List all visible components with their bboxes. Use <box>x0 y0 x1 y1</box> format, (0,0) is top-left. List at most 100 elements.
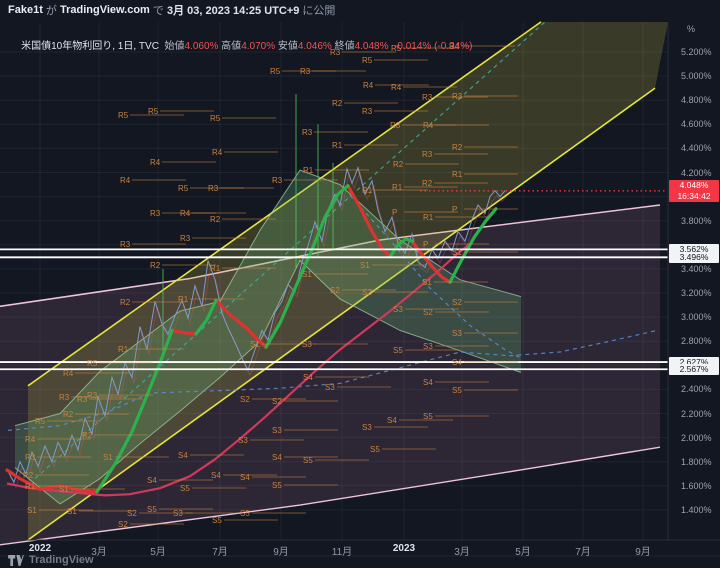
pivot-label: R4 <box>449 42 460 51</box>
publish-particle: で <box>149 5 167 17</box>
cloud-upper-line <box>14 169 522 427</box>
publish-particle: に公開 <box>299 5 336 17</box>
pivot-label: R1 <box>332 141 343 150</box>
pivot-label: R3 <box>302 128 313 137</box>
pivot-label: S3 <box>325 383 335 392</box>
pivot-label: R5 <box>178 184 189 193</box>
pivot-label: R3 <box>77 395 88 404</box>
open-value: 4.060% <box>184 41 219 52</box>
pivot-label: S1 <box>27 506 37 515</box>
pivot-label: S1 <box>452 248 462 257</box>
pivot-label: S5 <box>303 456 313 465</box>
pivot-label: S2 <box>452 298 462 307</box>
pivot-label: S5 <box>393 346 403 355</box>
cloud-lower-line <box>14 259 522 505</box>
pivot-label: S5 <box>272 481 282 490</box>
fast-ma-green-segment <box>194 298 218 336</box>
pivot-label: R5 <box>270 67 281 76</box>
change-value: -0.014% (-0.34%) <box>388 41 473 52</box>
pink-channel-fill <box>0 205 660 545</box>
cloud-fill <box>15 170 521 504</box>
tradingview-logo-text: TradingView <box>29 554 94 566</box>
pivot-label: R5 <box>35 417 46 426</box>
pivot-label: S2 <box>118 520 128 529</box>
slow-ma-line <box>6 241 473 497</box>
pivot-label: R2 <box>393 160 404 169</box>
yellow-channel-lower-line <box>27 87 656 541</box>
open-label: 始値 <box>164 41 185 52</box>
pivot-label: S1 <box>59 485 69 494</box>
fast-ma-red-segment <box>170 328 198 336</box>
pivot-label: R3 <box>452 92 463 101</box>
publish-site-link[interactable]: TradingView.com <box>59 4 150 16</box>
pivot-label: R2 <box>210 215 221 224</box>
pivot-label: R5 <box>118 111 129 120</box>
fast-ma-red-segment <box>5 468 99 494</box>
pivot-label: R3 <box>120 240 131 249</box>
pivot-label: S3 <box>173 509 183 518</box>
pivot-label: S1 <box>302 270 312 279</box>
pivot-label: S3 <box>393 305 403 314</box>
fast-ma-green-segment <box>264 184 350 349</box>
symbol-info-bar: 米国債10年物利回り, 1日, TVC 始値4.060% 高値4.070% 安値… <box>10 26 472 63</box>
pivot-label: S2 <box>240 395 250 404</box>
pivot-label: R3 <box>390 121 401 130</box>
pivot-label: S3 <box>238 436 248 445</box>
pivot-label: R5 <box>362 56 373 65</box>
pivot-label: R3 <box>208 184 219 193</box>
pivot-label: S2 <box>362 288 372 297</box>
high-label: 高値 <box>218 41 242 52</box>
pivot-label: S3 <box>362 423 372 432</box>
channel-center-dashed <box>34 21 546 480</box>
pivot-label: S1 <box>422 278 432 287</box>
low-label: 安値 <box>275 41 298 52</box>
pivot-label: P <box>423 240 428 249</box>
pivot-label: R4 <box>180 209 191 218</box>
pivot-label: S4 <box>178 451 188 460</box>
pivot-label: S3 <box>452 329 462 338</box>
pivot-label: S4 <box>147 476 157 485</box>
publish-bar: Fake1t が TradingView.com で 3月 03, 2023 1… <box>0 0 720 20</box>
pivot-label: R3 <box>59 393 70 402</box>
pivot-label: P <box>452 205 457 214</box>
pivot-label: R5 <box>210 114 221 123</box>
pivot-label: R1 <box>118 345 129 354</box>
publish-author: Fake1t <box>8 4 43 16</box>
pivot-label: S1 <box>103 453 113 462</box>
cloud-descent-dashed <box>349 194 522 359</box>
pink-channel-upper-line <box>0 204 661 308</box>
pivot-label: R1 <box>452 170 463 179</box>
symbol-title[interactable]: 米国債10年物利回り, 1日, TVC <box>21 41 165 52</box>
pivot-label: R3 <box>272 176 283 185</box>
pivot-label: R5 <box>391 44 402 53</box>
fast-ma-green-segment <box>448 207 498 284</box>
tradingview-logo[interactable]: TradingView <box>8 554 94 566</box>
pivot-label: R3 <box>150 209 161 218</box>
yellow-channel-fill <box>28 22 668 540</box>
pivot-label: S5 <box>147 505 157 514</box>
pivot-label: S3 <box>423 342 433 351</box>
close-label: 終値 <box>331 41 355 52</box>
pivot-label: R2 <box>23 471 34 480</box>
tradingview-logo-icon <box>8 554 24 566</box>
pivot-label: P <box>392 208 397 217</box>
pivot-label: S5 <box>370 445 380 454</box>
pivot-label: R3 <box>422 150 433 159</box>
pivot-label: S3 <box>272 426 282 435</box>
pivot-label: S5 <box>423 412 433 421</box>
pivot-label: R3 <box>25 453 36 462</box>
pivot-label: R5 <box>87 359 98 368</box>
pivot-label: R2 <box>120 298 131 307</box>
pivot-label: R1 <box>178 295 189 304</box>
close-value: 4.048% <box>354 41 389 52</box>
pivot-label: R3 <box>180 234 191 243</box>
pivot-label: R2 <box>63 410 74 419</box>
pivot-label: S2 <box>272 397 282 406</box>
projection-dashed <box>7 329 658 431</box>
pivot-label: S4 <box>387 416 397 425</box>
pivot-label: R4 <box>363 81 374 90</box>
pivot-label: R1 <box>303 166 314 175</box>
publish-particle: が <box>42 5 60 17</box>
